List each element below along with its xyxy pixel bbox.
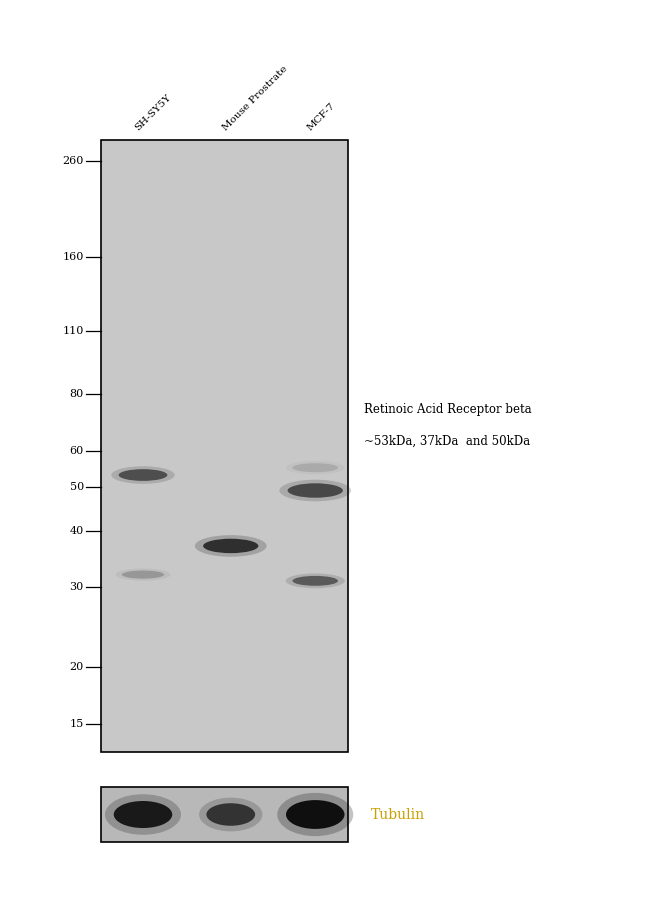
Ellipse shape — [286, 573, 344, 588]
Text: Mouse Prostrate: Mouse Prostrate — [221, 64, 289, 132]
Ellipse shape — [292, 463, 338, 472]
Text: ~53kDa, 37kDa  and 50kDa: ~53kDa, 37kDa and 50kDa — [364, 435, 530, 448]
Text: 20: 20 — [70, 662, 84, 672]
Ellipse shape — [280, 479, 351, 501]
Text: 50: 50 — [70, 481, 84, 492]
Ellipse shape — [116, 569, 170, 580]
Ellipse shape — [114, 801, 172, 828]
Text: 40: 40 — [70, 525, 84, 535]
Text: 60: 60 — [70, 446, 84, 456]
Text: Tubulin: Tubulin — [370, 807, 424, 822]
FancyBboxPatch shape — [101, 140, 348, 752]
Ellipse shape — [286, 461, 344, 475]
Text: SH-SY5Y: SH-SY5Y — [133, 93, 173, 132]
Ellipse shape — [292, 576, 338, 586]
Ellipse shape — [207, 804, 255, 825]
Ellipse shape — [286, 800, 344, 829]
Text: MCF-7: MCF-7 — [306, 101, 337, 132]
Ellipse shape — [105, 795, 181, 834]
Ellipse shape — [203, 539, 259, 553]
Text: Retinoic Acid Receptor beta: Retinoic Acid Receptor beta — [364, 404, 532, 416]
Ellipse shape — [195, 535, 266, 557]
Ellipse shape — [111, 466, 175, 484]
Ellipse shape — [199, 797, 263, 832]
Text: 30: 30 — [70, 582, 84, 592]
Text: 80: 80 — [70, 388, 84, 399]
Text: 110: 110 — [62, 326, 84, 336]
Text: 260: 260 — [62, 156, 84, 166]
Ellipse shape — [278, 793, 354, 836]
FancyBboxPatch shape — [101, 787, 348, 842]
Ellipse shape — [287, 483, 343, 497]
Ellipse shape — [122, 570, 164, 578]
Ellipse shape — [118, 469, 168, 481]
Text: 160: 160 — [62, 252, 84, 262]
Text: 15: 15 — [70, 719, 84, 729]
